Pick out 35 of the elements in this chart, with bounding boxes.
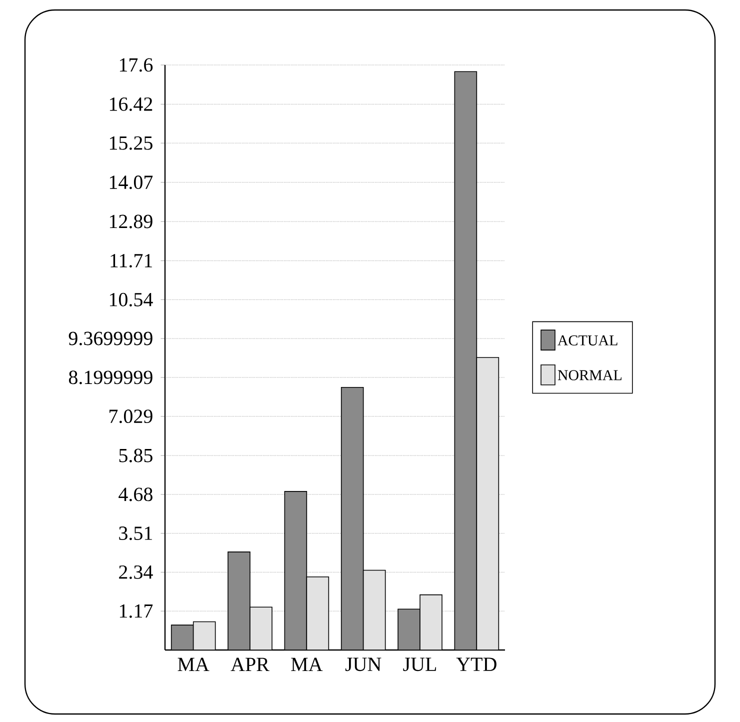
y-tick-label: 11.71 — [110, 254, 152, 268]
y-tick-label: 12.89 — [110, 214, 152, 228]
x-tick-label: JUL — [403, 658, 436, 672]
x-tick-label: MA — [178, 658, 210, 671]
bar — [228, 552, 250, 650]
bar — [398, 608, 420, 650]
y-tick-label: 10.54 — [110, 292, 153, 306]
y-tick-label: 17.6 — [120, 58, 153, 72]
y-tick-label: 4.68 — [118, 488, 152, 502]
bar — [170, 624, 194, 650]
y-tick-label: 8.1999999 — [68, 370, 152, 384]
x-tick-label: JUN — [345, 658, 382, 672]
y-tick-label: 2.34 — [119, 565, 153, 579]
bar — [306, 576, 330, 650]
x-tick-label: APR — [230, 658, 270, 671]
y-tick-label: 14.07 — [110, 176, 153, 190]
y-tick-label: 5.85 — [119, 448, 152, 462]
legend-label: ACTUAL — [558, 335, 618, 346]
bar — [340, 387, 364, 650]
bar — [284, 491, 308, 650]
y-tick-label: 9.3699999 — [68, 332, 152, 346]
bar — [454, 71, 478, 650]
bar — [362, 570, 386, 650]
bar — [420, 594, 442, 650]
bar — [476, 357, 500, 650]
y-tick-label: 3.51 — [119, 526, 152, 540]
legend-label: NORMAL — [558, 370, 622, 380]
y-tick-label: 7.029 — [110, 410, 152, 424]
bar — [192, 621, 216, 650]
x-tick-label: MA — [291, 658, 323, 671]
x-tick-label: YTD — [456, 658, 496, 671]
y-tick-label: 15.25 — [110, 136, 152, 150]
y-tick-label: 1.17 — [120, 604, 153, 618]
bar — [250, 606, 272, 650]
y-tick-label: 16.42 — [110, 97, 152, 111]
